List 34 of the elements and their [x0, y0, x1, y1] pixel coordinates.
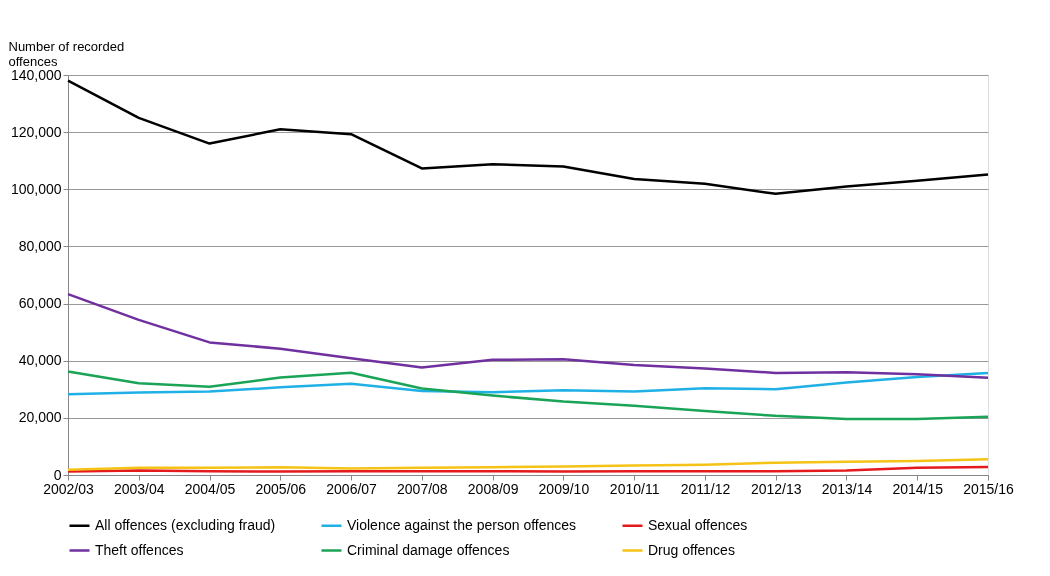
- line-series: [66, 292, 990, 380]
- y-tick-label: 0: [53, 466, 62, 483]
- legend-label: Violence against the person offences: [347, 516, 577, 533]
- y-tick-label: 60,000: [18, 295, 62, 312]
- y-tick-label: 140,000: [10, 66, 62, 83]
- y-tick-label: 100,000: [10, 180, 62, 197]
- y-tick-label: 80,000: [18, 237, 62, 254]
- line-series: [66, 370, 990, 421]
- x-tick-label: 2014/15: [892, 480, 944, 497]
- line-series: [66, 458, 990, 472]
- y-tick-label: 20,000: [18, 409, 62, 426]
- x-tick-label: 2002/03: [43, 480, 95, 497]
- x-tick-label: 2008/09: [467, 480, 519, 497]
- x-tick-label: 2007/08: [397, 480, 448, 497]
- legend-label: Sexual offences: [648, 516, 748, 533]
- x-tick-label: 2003/04: [113, 480, 165, 497]
- x-tick-label: 2015/16: [963, 480, 1015, 497]
- x-tick-label: 2009/10: [538, 480, 590, 497]
- y-axis-title: Number of recorded offences: [8, 38, 125, 69]
- y-tick-label: 40,000: [18, 352, 62, 369]
- legend-label: All offences (excluding fraud): [95, 516, 276, 533]
- x-tick-label: 2013/14: [821, 480, 873, 497]
- x-tick-label: 2005/06: [255, 480, 307, 497]
- x-tick-label: 2012/13: [750, 480, 802, 497]
- x-tick-label: 2011/12: [680, 480, 731, 497]
- legend-label: Theft offences: [95, 541, 184, 558]
- legend-label: Drug offences: [648, 541, 735, 558]
- x-tick-label: 2004/05: [184, 480, 236, 497]
- line-series: [66, 371, 990, 396]
- y-tick-label: 120,000: [10, 123, 62, 140]
- legend-label: Criminal damage offences: [347, 541, 510, 558]
- x-tick-label: 2010/11: [609, 480, 660, 497]
- line-series: [66, 79, 990, 196]
- x-tick-label: 2006/07: [326, 480, 378, 497]
